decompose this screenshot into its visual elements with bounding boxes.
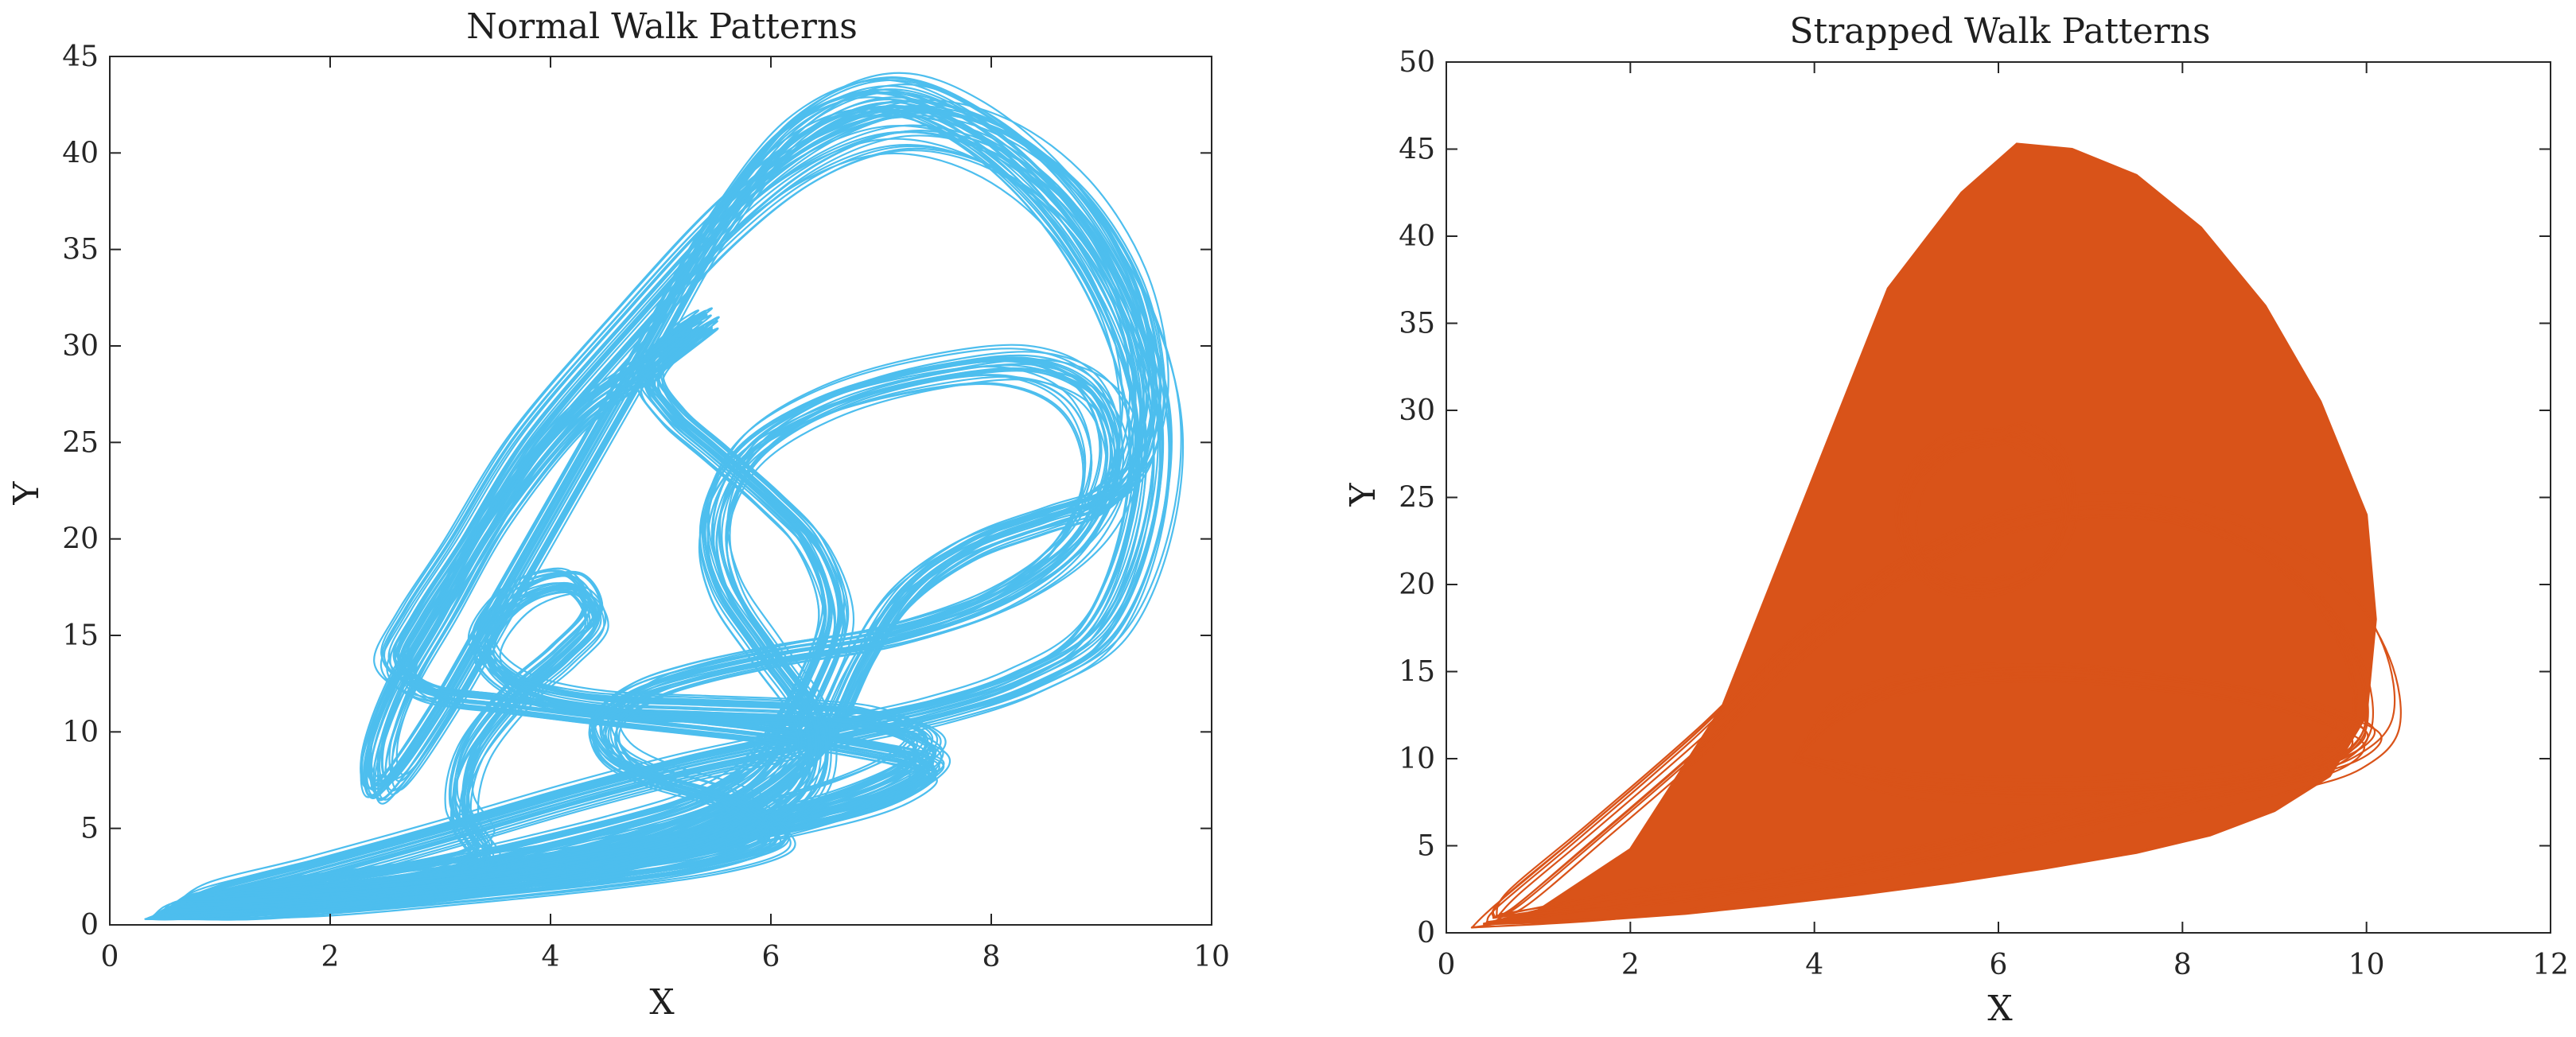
- x-tick-label: 2: [1621, 949, 1640, 981]
- trajectory-strand: [156, 111, 1158, 915]
- y-tick-label: 10: [1399, 743, 1435, 775]
- y-axis-label: Y: [6, 481, 47, 506]
- trajectory-strand: [158, 367, 1131, 920]
- x-axis-label: X: [1987, 988, 2013, 1029]
- x-tick-label: 6: [1990, 949, 2008, 981]
- trajectory-strand: [1496, 516, 2374, 917]
- trajectory-strand: [145, 104, 1161, 920]
- trajectory-strand: [152, 100, 1150, 917]
- trajectory-strand: [1496, 515, 2369, 917]
- trajectory-strand: [1799, 662, 2337, 779]
- chart-normal-walk-patterns: Normal Walk Patterns 0 2 4 6 8 10 0 5 10 15 20 25 30…: [6, 6, 1230, 1023]
- trajectory-strand: [145, 72, 1182, 920]
- trajectory-strand: [1897, 435, 2064, 586]
- trajectory-strand: [1485, 507, 2368, 923]
- trajectory-strand: [182, 152, 1122, 907]
- y-tick-label: 40: [62, 137, 99, 169]
- trajectory-group: [1470, 142, 2402, 929]
- trajectory-strand: [1796, 675, 2352, 795]
- y-tick-label: 30: [62, 330, 99, 363]
- trajectory-strand: [158, 359, 1116, 914]
- trajectory-strand: [1495, 501, 2358, 918]
- y-tick-label: 40: [1399, 220, 1435, 253]
- x-tick-label: 6: [762, 941, 780, 973]
- plot-area: [144, 72, 1185, 921]
- chart-title: Normal Walk Patterns: [466, 6, 858, 47]
- trajectory-strand: [154, 105, 1150, 916]
- trajectory-strand: [169, 574, 927, 911]
- trajectory-strand: [169, 370, 1121, 910]
- trajectory-strand: [189, 572, 909, 900]
- y-tick-label: 5: [80, 813, 99, 845]
- trajectory-strand: [158, 112, 1166, 914]
- trajectory-strand: [1906, 430, 2074, 583]
- x-tick-label: 4: [542, 941, 560, 973]
- axes-frame: [109, 56, 1212, 926]
- trajectory-strand: [1793, 666, 2376, 789]
- trajectory-strand: [146, 110, 1165, 921]
- y-tick-label: 30: [1399, 394, 1435, 427]
- y-tick-label: 0: [1417, 917, 1435, 950]
- trajectory-strand: [1902, 440, 2069, 594]
- x-tick-label: 2: [321, 941, 340, 973]
- trajectory-strand: [150, 99, 1169, 918]
- x-tick-label: 12: [2532, 949, 2569, 981]
- trajectory-strand: [1902, 421, 2076, 580]
- axes: 0 2 4 6 8 10 12 0 5 10 15 20 25 30 35 40 45 50: [1399, 46, 2569, 981]
- y-tick-label: 15: [1399, 656, 1435, 689]
- trajectory-strand: [1796, 678, 2354, 798]
- x-tick-label: 0: [101, 941, 119, 973]
- y-tick-label: 10: [62, 716, 99, 748]
- trajectory-strand: [156, 115, 1158, 915]
- x-tick-label: 8: [983, 941, 1001, 973]
- trajectory-strand: [160, 360, 1107, 913]
- x-tick-label: 10: [1193, 941, 1230, 973]
- y-axis-label: Y: [1343, 483, 1383, 507]
- y-tick-label: 50: [1399, 46, 1435, 79]
- trajectory-group: [144, 72, 1185, 921]
- trajectory-strand: [144, 99, 1155, 920]
- y-tick-label: 0: [80, 909, 99, 942]
- trajectory-strand: [159, 108, 1155, 913]
- trajectory-strand: [153, 110, 1158, 917]
- x-axis-label: X: [649, 982, 675, 1023]
- axes: 0 2 4 6 8 10 0 5 10 15 20 25 30 35 40 45: [62, 41, 1230, 973]
- x-tick-label: 8: [2173, 949, 2192, 981]
- y-tick-label: 45: [62, 41, 99, 73]
- trajectory-strand: [162, 115, 1136, 911]
- trajectory-strand: [146, 358, 1143, 921]
- trajectory-strand: [181, 374, 1093, 901]
- y-tick-label: 35: [1399, 308, 1435, 340]
- y-tick-label: 25: [1399, 482, 1435, 515]
- trajectory-strand: [1903, 436, 2071, 591]
- trajectory-strand: [1792, 670, 2369, 794]
- trajectory-strand: [1495, 514, 2368, 918]
- chart-strapped-walk-patterns: Strapped Walk Patterns 0 2 4 6 8 10 12 0 5 10 15 20…: [1343, 11, 2569, 1029]
- trajectory-strand: [1901, 440, 2068, 595]
- y-tick-label: 25: [62, 426, 99, 459]
- trajectory-strand: [158, 111, 1162, 914]
- trajectory-strand: [157, 91, 1170, 915]
- y-tick-label: 35: [62, 234, 99, 266]
- x-tick-label: 4: [1805, 949, 1823, 981]
- y-tick-label: 20: [62, 523, 99, 556]
- y-tick-label: 20: [1399, 569, 1435, 601]
- trajectory-strand: [148, 77, 1172, 919]
- y-tick-label: 15: [62, 619, 99, 652]
- x-tick-label: 10: [2348, 949, 2385, 981]
- chart-title: Strapped Walk Patterns: [1789, 11, 2210, 52]
- trajectory-strand: [1491, 507, 2357, 919]
- trajectory-strand: [154, 107, 1154, 916]
- y-tick-label: 45: [1399, 134, 1435, 166]
- trajectory-strand: [1792, 667, 2367, 792]
- y-tick-label: 5: [1417, 830, 1435, 863]
- trajectory-fill: [1482, 142, 2377, 926]
- x-tick-label: 0: [1438, 949, 1456, 981]
- plot-area: [1470, 142, 2402, 929]
- trajectory-strand: [1470, 503, 2402, 929]
- trajectory-strand: [179, 144, 1136, 904]
